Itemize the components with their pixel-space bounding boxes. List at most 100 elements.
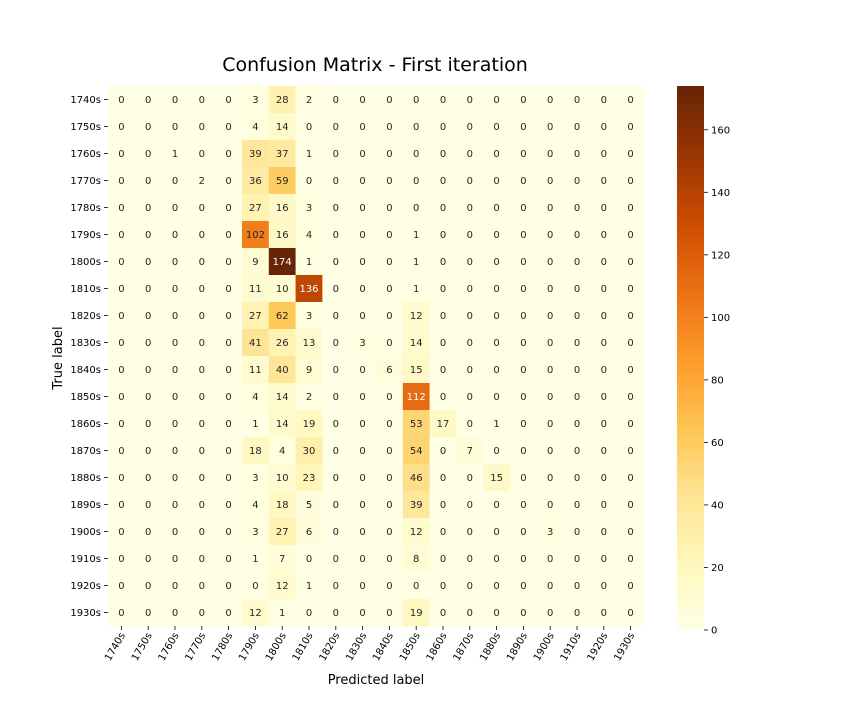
cell-value-label: 30 [303, 446, 316, 457]
y-tick-label: 1860s [70, 419, 101, 430]
heatmap-cell [349, 194, 377, 222]
cell-value-label: 0 [199, 230, 205, 241]
cell-value-label: 0 [601, 419, 607, 430]
heatmap-cell [483, 302, 511, 330]
cell-value-label: 0 [199, 608, 205, 619]
cell-value-label: 15 [410, 365, 423, 376]
cell-value-label: 0 [574, 284, 580, 295]
cell-value-label: 0 [601, 338, 607, 349]
heatmap-cell [161, 167, 189, 195]
cell-value-label: 0 [493, 176, 499, 187]
cell-value-label: 0 [574, 608, 580, 619]
heatmap-cell [295, 572, 323, 600]
cell-value-label: 1 [413, 230, 419, 241]
cell-value-label: 0 [547, 338, 553, 349]
heatmap-cell [108, 194, 136, 222]
heatmap-cell [456, 383, 484, 411]
heatmap-cell [376, 167, 404, 195]
heatmap-cell [349, 356, 377, 384]
heatmap-cell [161, 383, 189, 411]
x-tick-label: 1770s [184, 631, 209, 663]
cell-value-label: 0 [118, 176, 124, 187]
x-tick-label: 1840s [371, 631, 396, 663]
cell-value-label: 0 [359, 284, 365, 295]
cell-value-label: 0 [493, 527, 499, 538]
heatmap-cell [536, 167, 565, 195]
heatmap-cell [134, 545, 163, 573]
heatmap-cell [429, 113, 457, 141]
x-tick-label: 1910s [559, 631, 584, 663]
cell-value-label: 0 [225, 122, 231, 133]
cell-value-label: 0 [627, 581, 633, 592]
heatmap-cell [456, 167, 484, 195]
heatmap-cell [536, 491, 565, 519]
heatmap-cell [349, 410, 377, 438]
cell-value-label: 0 [145, 338, 151, 349]
heatmap-cell [617, 356, 645, 384]
cell-value-label: 0 [199, 527, 205, 538]
heatmap-cell [322, 167, 350, 195]
cell-value-label: 0 [627, 338, 633, 349]
heatmap-cell [563, 140, 591, 168]
cell-value-label: 0 [627, 419, 633, 430]
cell-value-label: 0 [333, 122, 339, 133]
cell-value-label: 0 [520, 473, 526, 484]
heatmap-cell [295, 113, 323, 141]
heatmap-cell [322, 491, 350, 519]
cell-value-label: 27 [249, 311, 262, 322]
cell-value-label: 0 [386, 419, 392, 430]
heatmap-cell [510, 464, 538, 492]
y-tick-label: 1820s [70, 311, 101, 322]
heatmap-cell [456, 437, 484, 465]
cell-value-label: 0 [386, 473, 392, 484]
cell-value-label: 0 [467, 392, 473, 403]
heatmap-cell [161, 599, 189, 627]
heatmap-cell [483, 518, 511, 546]
heatmap-cell [376, 383, 404, 411]
cell-value-label: 0 [359, 473, 365, 484]
cell-value-label: 0 [225, 95, 231, 106]
cell-value-label: 0 [118, 473, 124, 484]
x-tick-label: 1850s [398, 631, 423, 663]
heatmap-cell [590, 248, 618, 276]
heatmap-cell [429, 140, 457, 168]
cell-value-label: 1 [252, 419, 258, 430]
cell-value-label: 0 [145, 122, 151, 133]
cell-value-label: 0 [333, 392, 339, 403]
heatmap-cell [242, 167, 270, 195]
heatmap-cell [429, 221, 457, 249]
heatmap-cell [161, 140, 189, 168]
cell-value-label: 0 [333, 608, 339, 619]
cell-value-label: 0 [199, 419, 205, 430]
cell-value-label: 0 [574, 365, 580, 376]
heatmap-cell [161, 248, 189, 276]
cell-value-label: 0 [601, 230, 607, 241]
cell-value-label: 0 [333, 365, 339, 376]
heatmap-cell [402, 383, 431, 411]
cell-value-label: 0 [225, 500, 231, 511]
heatmap-cell [563, 329, 591, 357]
cell-value-label: 0 [172, 230, 178, 241]
heatmap-cell [456, 545, 484, 573]
heatmap-cell [134, 464, 163, 492]
heatmap-cell [322, 113, 350, 141]
heatmap-cell [134, 113, 163, 141]
cell-value-label: 0 [225, 176, 231, 187]
cell-value-label: 3 [252, 95, 258, 106]
cell-value-label: 0 [520, 392, 526, 403]
cell-value-label: 0 [359, 311, 365, 322]
heatmap-cell [483, 599, 511, 627]
heatmap-cell [617, 491, 645, 519]
heatmap-cell [617, 275, 645, 303]
cell-value-label: 1 [306, 257, 312, 268]
cell-value-label: 0 [386, 554, 392, 565]
cell-value-label: 0 [359, 122, 365, 133]
heatmap-cell [563, 383, 591, 411]
heatmap-cells [108, 86, 645, 627]
cell-value-label: 0 [627, 527, 633, 538]
heatmap-cell [215, 140, 243, 168]
cell-value-label: 0 [440, 149, 446, 160]
heatmap-cell [563, 167, 591, 195]
cell-value-label: 0 [413, 149, 419, 160]
heatmap-cell [536, 140, 565, 168]
